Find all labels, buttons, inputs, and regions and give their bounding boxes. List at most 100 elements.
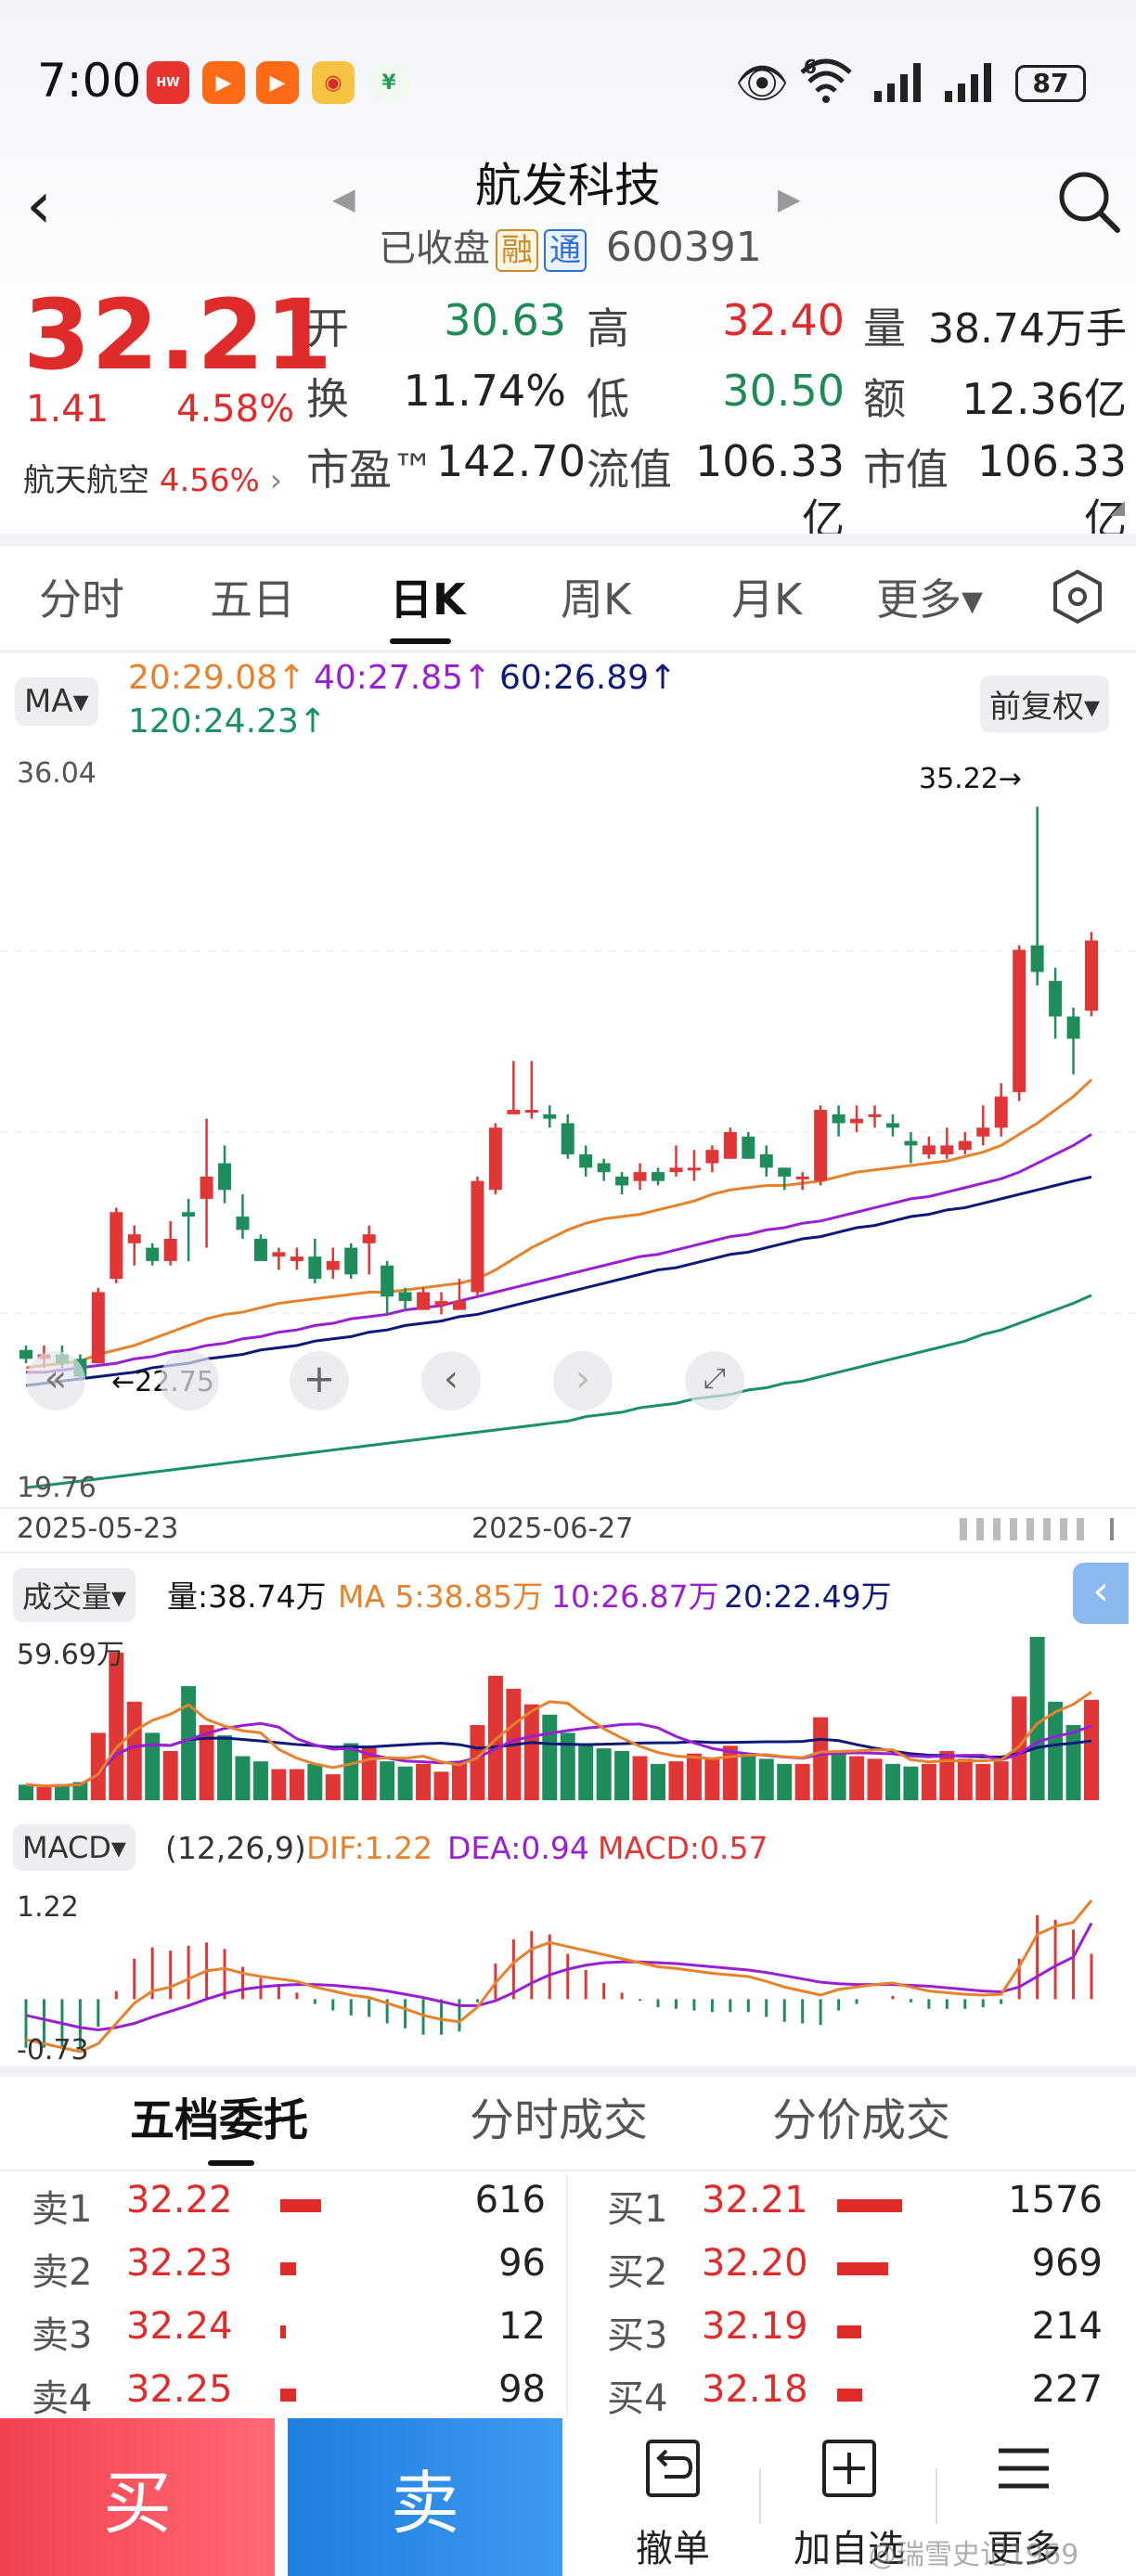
candle-body: [940, 1145, 954, 1154]
macd-y-min: -0.73: [17, 2034, 89, 2067]
add-watchlist-label: 加自选: [794, 2528, 905, 2570]
tab-time-trades[interactable]: 分时成交: [470, 2094, 649, 2146]
kuaishou-app-icon-2: ▶: [256, 61, 299, 104]
candle-body: [236, 1217, 250, 1230]
volume-chart: [19, 1637, 1099, 1800]
candle-body: [759, 1153, 773, 1168]
chart-scrollbar[interactable]: [956, 1516, 1119, 1546]
back-icon[interactable]: ‹: [26, 167, 52, 243]
candle-body: [417, 1292, 431, 1310]
volume-bar: [126, 1701, 142, 1800]
more-button[interactable]: 更多: [954, 2436, 1093, 2572]
volume-bar: [252, 1761, 268, 1800]
buy-order-row[interactable]: 买3 32.19 214: [575, 2305, 1132, 2361]
volume-bar: [325, 1774, 341, 1800]
volume-bar: [470, 1724, 485, 1800]
candle-body: [742, 1136, 755, 1159]
buy-order-row[interactable]: 买2 32.20 969: [575, 2242, 1132, 2298]
ma-selector-button[interactable]: MA▾: [15, 677, 98, 726]
prev-stock-icon[interactable]: ◀: [332, 181, 355, 216]
volume-bar: [181, 1686, 197, 1800]
turnover-label: 换: [306, 374, 349, 424]
pe-value: 142.70: [436, 436, 586, 486]
buy-order-row[interactable]: 买4 32.18 227: [575, 2368, 1132, 2424]
expand-corner-icon[interactable]: [1110, 501, 1125, 516]
amount-value: 12.36亿: [962, 374, 1127, 424]
tab-price-trades[interactable]: 分价成交: [772, 2094, 951, 2146]
next-stock-icon[interactable]: ▶: [778, 181, 801, 216]
candle-body: [1030, 945, 1044, 972]
rewind-icon[interactable]: «: [26, 1351, 85, 1410]
section-divider: [0, 534, 1136, 547]
sell-order-row[interactable]: 卖1 32.22 616: [0, 2179, 557, 2235]
sell-order-price: 32.25: [126, 2368, 233, 2411]
candle-body: [922, 1145, 936, 1154]
buy-order-label: 买2: [607, 2251, 668, 2294]
sell-order-row[interactable]: 卖3 32.24 12: [0, 2305, 557, 2361]
volume-bar: [343, 1743, 359, 1800]
tab-more[interactable]: 更多▾: [876, 574, 984, 625]
battery-indicator: 87: [1015, 65, 1086, 102]
macd-selector-button[interactable]: MACD▾: [13, 1824, 136, 1871]
volume-bar: [813, 1717, 829, 1800]
kuaishou-app-icon: ▶: [202, 61, 245, 104]
buy-order-bar: [837, 2325, 861, 2338]
ma20-line: [25, 1078, 1093, 1370]
toolbar-divider: [759, 2468, 761, 2524]
tab-weekly-k[interactable]: 周K: [561, 574, 632, 625]
sell-order-bar: [280, 2389, 296, 2402]
candle-body: [850, 1118, 864, 1124]
sell-order-bar: [280, 2262, 296, 2275]
volume-bar: [831, 1753, 846, 1800]
scroll-right-icon[interactable]: ›: [553, 1351, 613, 1410]
candle-body: [652, 1172, 665, 1181]
adjust-selector-button[interactable]: 前复权▾: [980, 676, 1110, 732]
candle-body: [91, 1292, 105, 1364]
price-change: 1.41: [26, 388, 110, 431]
search-icon[interactable]: [1056, 169, 1123, 239]
sell-button[interactable]: 卖: [288, 2418, 562, 2576]
sell-order-row[interactable]: 卖2 32.23 96: [0, 2242, 557, 2298]
sector-link[interactable]: 航天航空 4.56% ›: [23, 462, 283, 499]
candle-body: [976, 1127, 990, 1137]
volume-bar: [289, 1769, 304, 1800]
volume-selector-button[interactable]: 成交量▾: [13, 1568, 136, 1622]
tab-intraday[interactable]: 分时: [39, 574, 124, 625]
volume-bar: [741, 1756, 756, 1800]
candle-body: [253, 1238, 267, 1261]
cancel-order-button[interactable]: 撤单: [603, 2436, 742, 2572]
candle-body: [958, 1140, 972, 1151]
sell-order-row[interactable]: 卖4 32.25 98: [0, 2368, 557, 2424]
volume-y-max: 59.69万: [17, 1639, 124, 1671]
candlestick-chart[interactable]: [0, 752, 1136, 1513]
buy-button[interactable]: 买: [0, 2418, 275, 2576]
settings-hexagon-icon[interactable]: [1049, 568, 1106, 629]
candle-body: [904, 1140, 918, 1146]
tab-monthly-k[interactable]: 月K: [731, 574, 803, 625]
sell-order-label: 卖2: [32, 2251, 93, 2294]
scroll-left-icon[interactable]: ‹: [421, 1351, 481, 1410]
add-watchlist-button[interactable]: 加自选: [780, 2436, 919, 2572]
more-label: 更多: [987, 2528, 1061, 2570]
volume-bar: [921, 1763, 936, 1800]
sell-order-qty: 96: [498, 2242, 546, 2285]
volume-bar: [578, 1743, 594, 1800]
mkt-cap-value: 106.33亿: [977, 436, 1127, 545]
buy-order-label: 买3: [607, 2314, 668, 2357]
volume-bar: [1084, 1699, 1099, 1800]
ma40-line: [26, 1133, 1092, 1374]
candle-body: [543, 1114, 557, 1119]
tab-daily-k[interactable]: 日K: [390, 574, 466, 625]
buy-order-row[interactable]: 买1 32.21 1576: [575, 2179, 1132, 2235]
collapse-panel-icon[interactable]: ‹: [1073, 1563, 1129, 1624]
minus-zoom-icon[interactable]: [160, 1351, 219, 1410]
volume-bar: [109, 1652, 124, 1800]
fullscreen-icon[interactable]: ⤢: [685, 1351, 744, 1410]
sell-order-price: 32.22: [126, 2179, 233, 2222]
tab-five-day[interactable]: 五日: [210, 574, 295, 625]
zoom-in-icon[interactable]: +: [290, 1351, 349, 1410]
sell-order-price: 32.23: [126, 2242, 233, 2285]
eye-icon: 👁: [735, 58, 790, 108]
volume-current: 量:38.74万: [167, 1578, 327, 1615]
tab-order-book[interactable]: 五档委托: [130, 2094, 309, 2146]
